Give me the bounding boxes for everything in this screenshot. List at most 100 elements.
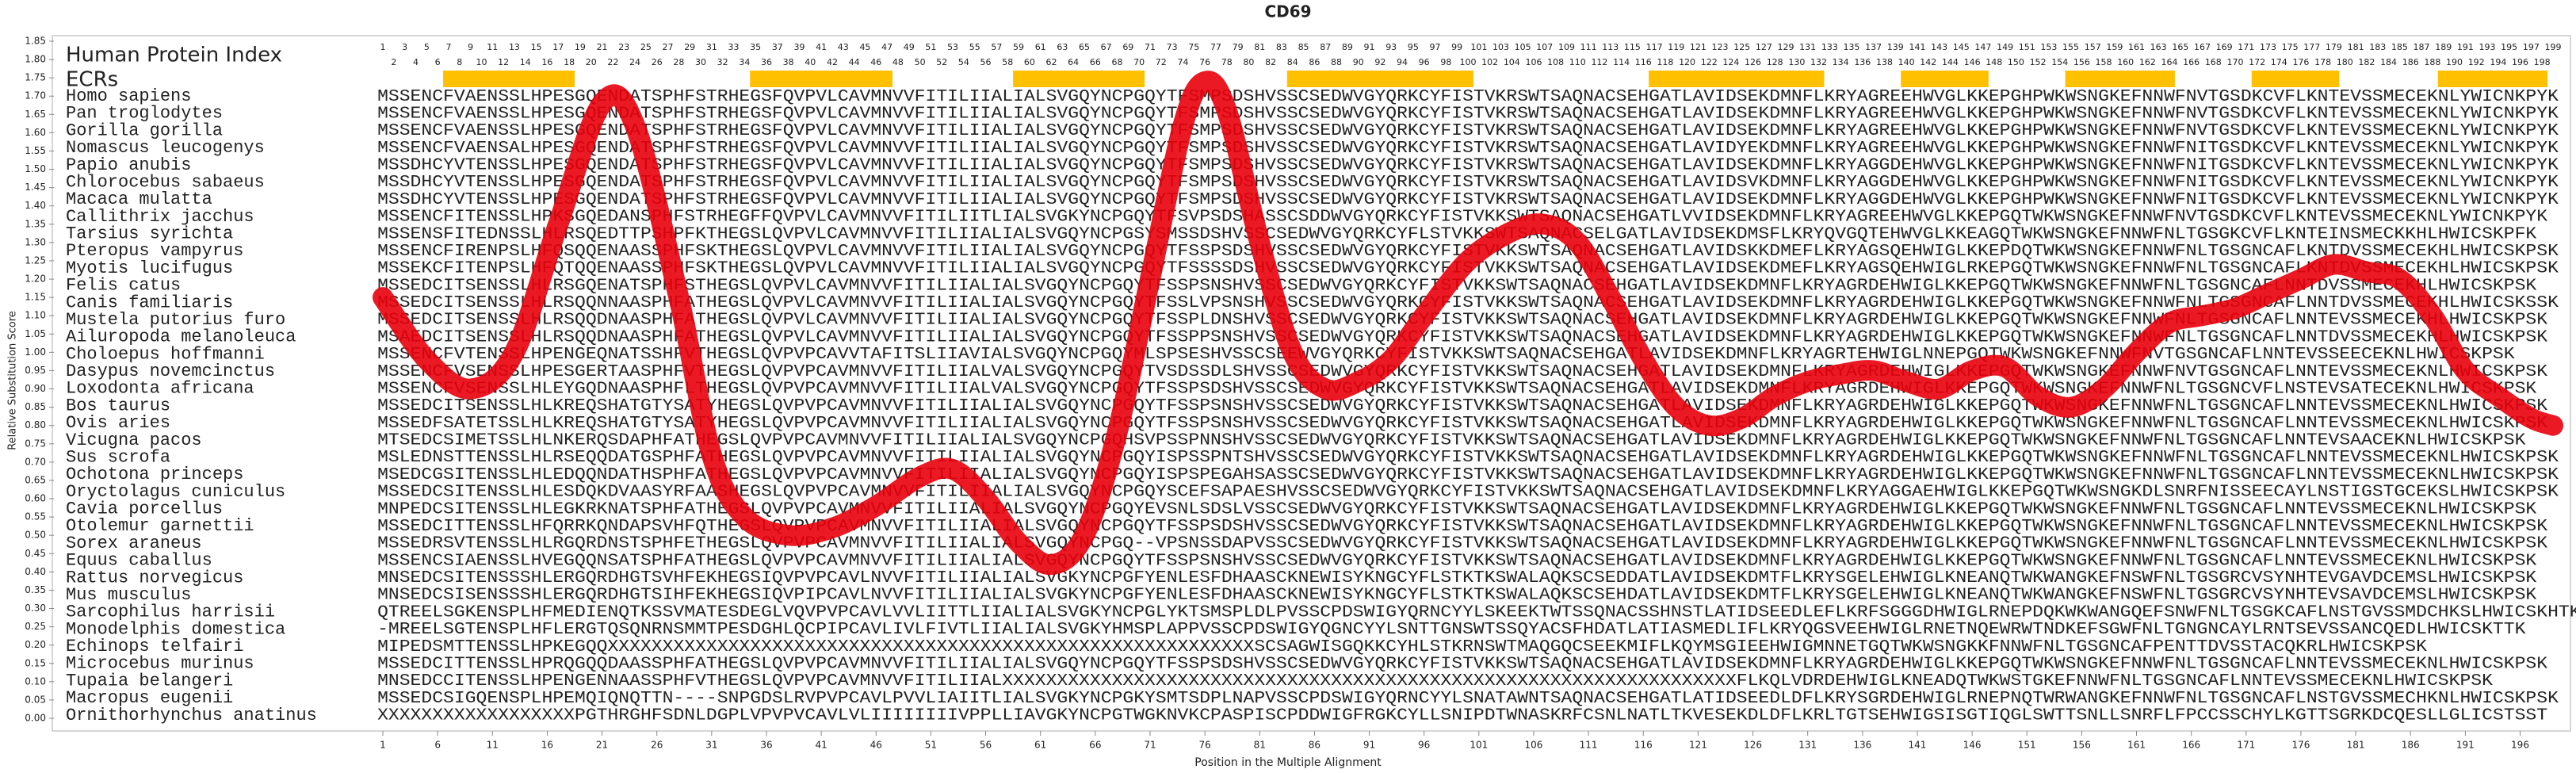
x-tick-label: 111 [1580, 740, 1598, 751]
protein-index-number: 8 [457, 57, 462, 67]
protein-index-number: 194 [2490, 57, 2506, 67]
protein-index-number: 93 [1385, 42, 1397, 52]
x-tick-label: 26 [651, 740, 663, 751]
protein-index-number: 157 [2085, 42, 2101, 52]
protein-index-number: 140 [1898, 57, 1915, 67]
protein-index-number: 39 [793, 42, 805, 52]
protein-index-number: 15 [531, 42, 542, 52]
protein-index-number: 53 [947, 42, 958, 52]
y-tick-label: 0.80 [25, 419, 46, 431]
y-tick-label: 0.25 [25, 621, 46, 632]
protein-index-number: 162 [2139, 57, 2156, 67]
protein-index-number: 198 [2534, 57, 2551, 67]
protein-index-number: 90 [1353, 57, 1364, 67]
protein-index-number: 33 [728, 42, 740, 52]
protein-index-number: 95 [1408, 42, 1419, 52]
protein-index-number: 64 [1068, 57, 1079, 67]
species-name: Homo sapiens [66, 86, 191, 106]
y-tick-label: 0.85 [25, 401, 46, 412]
species-name: Felis catus [66, 276, 181, 296]
species-name: Vicugna pacos [66, 431, 202, 450]
ecr-bar [2251, 71, 2340, 87]
y-tick-label: 0.55 [25, 511, 46, 522]
protein-index-number: 101 [1470, 42, 1487, 52]
y-axis-label: Relative Substitution Score [7, 311, 19, 450]
sequence: MSSENCFVAENSALHPESGQENDATSPHFSTRHEGSFQVP… [377, 140, 2559, 158]
protein-index-number: 67 [1101, 42, 1112, 52]
protein-index-number: 153 [2040, 42, 2057, 52]
y-tick-label: 1.60 [25, 127, 46, 138]
y-tick-label: 0.45 [25, 548, 46, 559]
x-tick-label: 1 [380, 740, 386, 751]
protein-index-number: 44 [849, 57, 860, 67]
x-tick-label: 136 [1853, 740, 1871, 751]
protein-index-number: 80 [1243, 57, 1254, 67]
y-tick-label: 1.45 [25, 182, 46, 193]
sequence: MSSENSFITEDNSSLHLRSQEDTTPSHPFKTHEGSLQVPV… [377, 225, 2537, 243]
x-tick-label: 161 [2127, 740, 2146, 751]
protein-index-number: 146 [1964, 57, 1981, 67]
x-tick-label: 16 [541, 740, 553, 751]
x-tick-label: 141 [1909, 740, 1927, 751]
species-name: Gorilla gorilla [66, 121, 223, 140]
protein-index-number: 83 [1276, 42, 1287, 52]
x-tick-label: 81 [1254, 740, 1266, 751]
protein-index-number: 56 [980, 57, 992, 67]
protein-index-number: 20 [586, 57, 597, 67]
sequence: MSSEDCITSENSSLHLKREQSHATGTYSATYHEGSLQVPV… [377, 397, 2547, 415]
y-tick-label: 0.50 [25, 530, 46, 541]
protein-index-number: 25 [640, 42, 652, 52]
protein-index-number: 187 [2414, 42, 2430, 52]
y-tick-label: 0.90 [25, 383, 46, 394]
protein-index-number: 17 [552, 42, 564, 52]
protein-index-number: 110 [1569, 57, 1586, 67]
protein-index-number: 98 [1440, 57, 1451, 67]
species-name: Rattus norvegicus [66, 568, 243, 587]
protein-index-number: 143 [1931, 42, 1947, 52]
y-tick-label: 0.65 [25, 474, 46, 485]
ecr-bar [443, 71, 575, 87]
protein-index-number: 148 [1986, 57, 2002, 67]
protein-index-number: 23 [618, 42, 629, 52]
y-tick-label: 1.70 [25, 90, 46, 101]
y-tick-label: 1.55 [25, 145, 46, 156]
protein-index-number: 196 [2512, 57, 2528, 67]
species-name: Oryctolagus cuniculus [66, 482, 285, 502]
protein-index-number: 45 [859, 42, 870, 52]
y-tick-label: 0.35 [25, 584, 46, 595]
y-tick-label: 0.20 [25, 639, 46, 650]
protein-index-number: 28 [673, 57, 684, 67]
protein-index-number: 179 [2326, 42, 2342, 52]
protein-index-number: 100 [1460, 57, 1477, 67]
protein-index-number: 22 [607, 57, 618, 67]
protein-index-number: 58 [1002, 57, 1013, 67]
protein-index-number: 37 [772, 42, 783, 52]
y-tick-label: 1.20 [25, 274, 46, 285]
protein-index-number: 92 [1374, 57, 1385, 67]
protein-index-number: 102 [1481, 57, 1498, 67]
protein-index-number: 156 [2073, 57, 2090, 67]
protein-index-number: 173 [2260, 42, 2276, 52]
protein-index-number: 175 [2282, 42, 2299, 52]
protein-index-number: 41 [816, 42, 827, 52]
y-tick-label: 0.05 [25, 694, 46, 705]
sequence: MSSEDCITSENSSLHLRSQQDNAASPHFATHEGSLQVPVL… [377, 312, 2547, 330]
protein-index-number: 158 [2096, 57, 2112, 67]
y-tick-label: 1.15 [25, 292, 46, 303]
protein-index-number: 112 [1591, 57, 1607, 67]
y-tick-label: 0.75 [25, 438, 46, 449]
protein-index-number: 152 [2030, 57, 2047, 67]
protein-index-number: 189 [2435, 42, 2452, 52]
protein-index-number: 111 [1580, 42, 1597, 52]
species-name: Nomascus leucogenys [66, 138, 265, 158]
protein-index-number: 34 [739, 57, 750, 67]
protein-index-number: 40 [805, 57, 816, 67]
x-tick-label: 6 [434, 740, 441, 751]
protein-index-number: 21 [597, 42, 608, 52]
protein-index-number: 155 [2062, 42, 2079, 52]
protein-index-number: 66 [1090, 57, 1101, 67]
protein-index-number: 50 [915, 57, 926, 67]
protein-index-number: 77 [1210, 42, 1221, 52]
protein-index-number: 74 [1177, 57, 1188, 67]
sequence: MSLEDNSTTENSSLHLRSEQQDATGSPHFATHEGSLQVPV… [377, 449, 2559, 467]
